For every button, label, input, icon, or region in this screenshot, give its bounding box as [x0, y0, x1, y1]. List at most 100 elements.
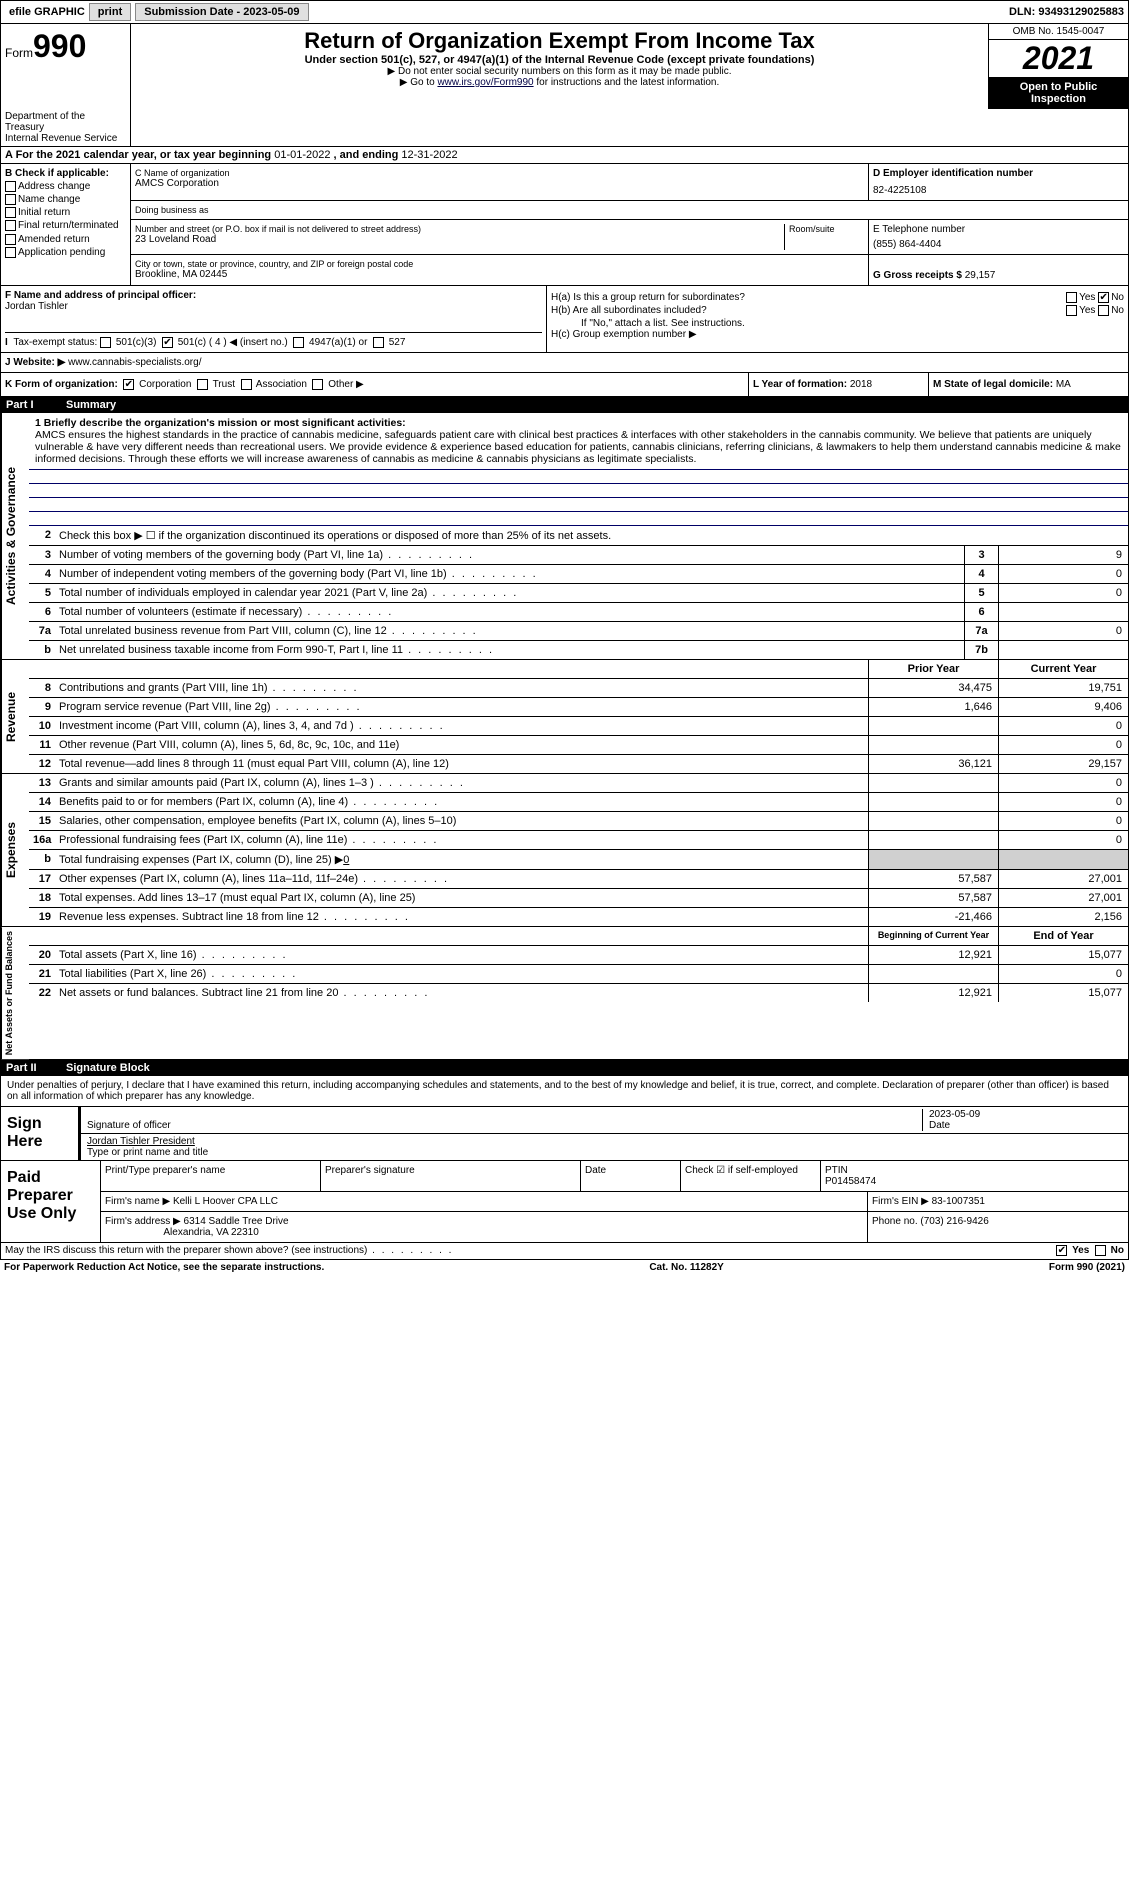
- hdr-end: End of Year: [998, 927, 1128, 945]
- line-14: Benefits paid to or for members (Part IX…: [55, 793, 868, 811]
- title-cell: Return of Organization Exempt From Incom…: [131, 24, 988, 109]
- part1-title: Summary: [66, 399, 116, 411]
- submission-date-button[interactable]: Submission Date - 2023-05-09: [135, 3, 308, 21]
- dept-label: Department of the Treasury: [5, 111, 126, 133]
- officer-cell: F Name and address of principal officer:…: [1, 286, 546, 352]
- topbar: efile GRAPHIC print Submission Date - 20…: [0, 0, 1129, 24]
- discuss-yes[interactable]: [1056, 1245, 1067, 1256]
- vtab-netassets: Net Assets or Fund Balances: [1, 927, 29, 1059]
- line-20: Total assets (Part X, line 16): [55, 946, 868, 964]
- firm-addr2: Alexandria, VA 22310: [163, 1227, 258, 1238]
- expenses-section: Expenses 13Grants and similar amounts pa…: [0, 774, 1129, 927]
- form-subtitle: Under section 501(c), 527, or 4947(a)(1)…: [135, 54, 984, 66]
- officer-label: F Name and address of principal officer:: [5, 290, 196, 301]
- print-button[interactable]: print: [89, 3, 131, 21]
- row-i: I Tax-exempt status: 501(c)(3) 501(c) ( …: [5, 332, 542, 348]
- firm-addr1: 6314 Saddle Tree Drive: [184, 1216, 289, 1227]
- val-22c: 15,077: [998, 984, 1128, 1002]
- part2-header: Part II Signature Block: [0, 1060, 1129, 1076]
- ptin-value: P01458474: [825, 1176, 876, 1187]
- officer-typed-name: Jordan Tishler President: [87, 1136, 195, 1147]
- blank-line: [29, 470, 1128, 484]
- website-label: J Website: ▶: [5, 357, 68, 368]
- phone-label2: Phone no.: [872, 1216, 920, 1227]
- note2-post: for instructions and the latest informat…: [534, 77, 720, 88]
- governance-section: Activities & Governance 1 Briefly descri…: [0, 413, 1129, 660]
- line-10: Investment income (Part VIII, column (A)…: [55, 717, 868, 735]
- cb-corp[interactable]: [123, 379, 134, 390]
- cb-501c[interactable]: [162, 337, 173, 348]
- val-12c: 29,157: [998, 755, 1128, 773]
- hb-yes[interactable]: [1066, 305, 1077, 316]
- pra-notice: For Paperwork Reduction Act Notice, see …: [4, 1262, 324, 1273]
- year-begin: 01-01-2022: [274, 149, 330, 161]
- hb-no[interactable]: [1098, 305, 1109, 316]
- val-19p: -21,466: [868, 908, 998, 926]
- val-17p: 57,587: [868, 870, 998, 888]
- cb-501c3[interactable]: [100, 337, 111, 348]
- val-16ap: [868, 831, 998, 849]
- row-fh: F Name and address of principal officer:…: [0, 286, 1129, 353]
- addr-label: Number and street (or P.O. box if mail i…: [135, 224, 784, 234]
- val-9c: 9,406: [998, 698, 1128, 716]
- officer-name: Jordan Tishler: [5, 301, 68, 312]
- val-15p: [868, 812, 998, 830]
- discuss-no[interactable]: [1095, 1245, 1106, 1256]
- city-value: Brookline, MA 02445: [135, 269, 864, 280]
- firm-ein: 83-1007351: [932, 1196, 985, 1207]
- hb-label: H(b) Are all subordinates included?: [551, 305, 707, 316]
- ha-yes[interactable]: [1066, 292, 1077, 303]
- val-16ac: 0: [998, 831, 1128, 849]
- val-11c: 0: [998, 736, 1128, 754]
- val-5: 0: [998, 584, 1128, 602]
- cb-name-change[interactable]: Name change: [5, 194, 126, 205]
- line-16a: Professional fundraising fees (Part IX, …: [55, 831, 868, 849]
- sig-intro: Under penalties of perjury, I declare th…: [1, 1076, 1128, 1106]
- hdr-begin: Beginning of Current Year: [868, 927, 998, 945]
- line-22: Net assets or fund balances. Subtract li…: [55, 984, 868, 1002]
- firm-addr-label: Firm's address ▶: [105, 1216, 184, 1227]
- line-9: Program service revenue (Part VIII, line…: [55, 698, 868, 716]
- mission-text: AMCS ensures the highest standards in th…: [35, 429, 1121, 465]
- l-cell: L Year of formation: 2018: [748, 373, 928, 396]
- tax-status-label: Tax-exempt status:: [13, 337, 97, 348]
- line-15: Salaries, other compensation, employee b…: [55, 812, 868, 830]
- part2-num: Part II: [6, 1062, 66, 1074]
- dept-row: Department of the Treasury Internal Reve…: [0, 109, 1129, 147]
- line-2: Check this box ▶ ☐ if the organization d…: [55, 526, 1128, 545]
- preparer-label: Paid Preparer Use Only: [1, 1161, 101, 1242]
- cb-527[interactable]: [373, 337, 384, 348]
- cb-trust[interactable]: [197, 379, 208, 390]
- dba-label: Doing business as: [135, 205, 864, 215]
- line-13: Grants and similar amounts paid (Part IX…: [55, 774, 868, 792]
- street-address: 23 Loveland Road: [135, 234, 784, 245]
- line-19: Revenue less expenses. Subtract line 18 …: [55, 908, 868, 926]
- name-title-label: Type or print name and title: [87, 1147, 208, 1158]
- ein-label2: Firm's EIN ▶: [872, 1196, 932, 1207]
- sig-date-field: 2023-05-09Date: [922, 1109, 1122, 1131]
- cb-final-return[interactable]: Final return/terminated: [5, 220, 126, 231]
- colb-header: B Check if applicable:: [5, 168, 109, 179]
- vtab-expenses: Expenses: [1, 774, 29, 926]
- val-18p: 57,587: [868, 889, 998, 907]
- sign-here-row: Sign Here Signature of officer 2023-05-0…: [1, 1106, 1128, 1160]
- cb-initial-return[interactable]: Initial return: [5, 207, 126, 218]
- line-5: Total number of individuals employed in …: [55, 584, 964, 602]
- ha-no[interactable]: [1098, 292, 1109, 303]
- cb-address-change[interactable]: Address change: [5, 181, 126, 192]
- form-prefix: Form: [5, 46, 33, 60]
- blank-line: [29, 512, 1128, 526]
- cb-other[interactable]: [312, 379, 323, 390]
- cb-4947[interactable]: [293, 337, 304, 348]
- rowa-label: A For the 2021 calendar year, or tax yea…: [5, 149, 274, 161]
- org-name: AMCS Corporation: [135, 178, 864, 189]
- cb-amended[interactable]: Amended return: [5, 234, 126, 245]
- firm-addr-cell: Firm's address ▶ 6314 Saddle Tree Drive …: [101, 1212, 868, 1242]
- h-cell: H(a) Is this a group return for subordin…: [546, 286, 1128, 352]
- irs-link[interactable]: www.irs.gov/Form990: [437, 77, 533, 88]
- cb-assoc[interactable]: [241, 379, 252, 390]
- cb-app-pending[interactable]: Application pending: [5, 247, 126, 258]
- val-20c: 15,077: [998, 946, 1128, 964]
- gross-label: G Gross receipts $: [873, 270, 965, 281]
- year-cell: OMB No. 1545-0047 2021 Open to Public In…: [988, 24, 1128, 109]
